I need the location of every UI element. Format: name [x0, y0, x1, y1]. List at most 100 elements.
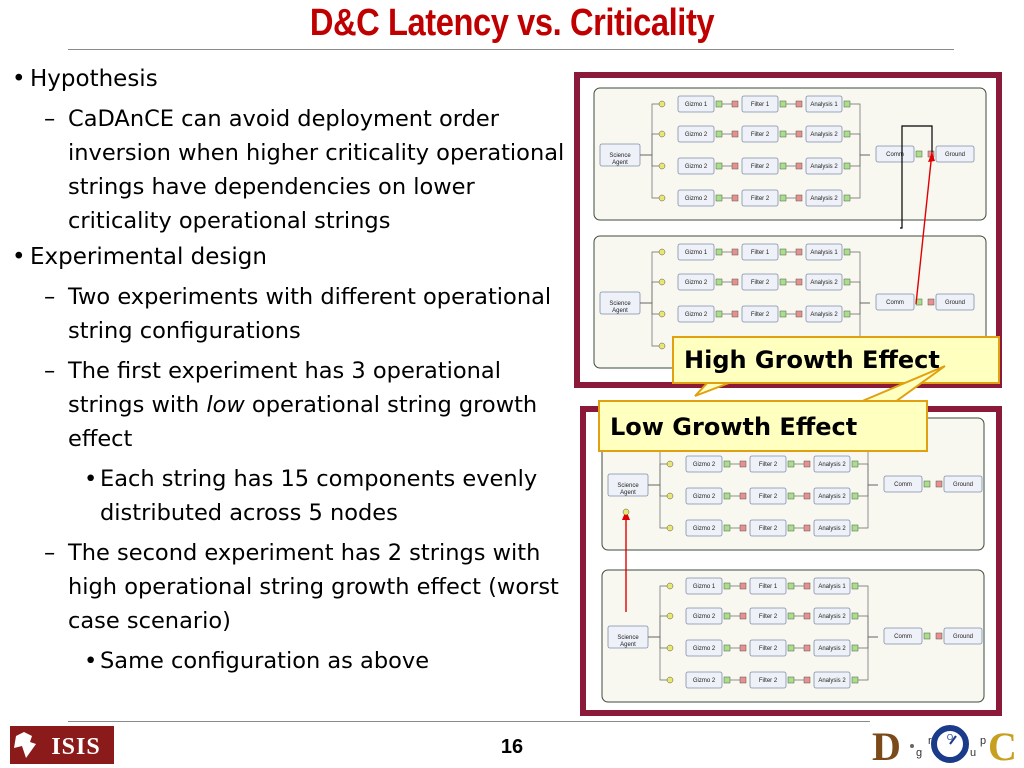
isis-logo-text: ISIS [51, 734, 100, 760]
node-label: Analysis 1 [818, 584, 846, 590]
dependency-line [900, 125, 933, 229]
node-label: Analysis 2 [810, 312, 838, 318]
bullet-marker: • [12, 244, 26, 270]
node-label: Gizmo 2 [693, 678, 716, 684]
node-label: Analysis 2 [810, 132, 838, 138]
doc-logo-letter-p: p [980, 735, 986, 747]
node-label: Analysis 2 [818, 646, 846, 652]
bullet-text: The second experiment has 2 strings with… [68, 540, 559, 634]
bullet-text: Same configuration as above [100, 648, 430, 674]
input-facet [795, 194, 803, 202]
doc-logo-letter-u: u [970, 747, 976, 759]
bullet-marker: • [84, 466, 98, 492]
component-node [741, 273, 779, 291]
component-node [805, 157, 843, 175]
bullet-marker: – [44, 540, 56, 566]
component-node [677, 273, 715, 291]
input-facet [803, 676, 811, 684]
node-label: Gizmo 2 [685, 312, 708, 318]
ground-node [935, 293, 975, 311]
title-rule [68, 49, 954, 50]
component-node [813, 639, 851, 657]
node-label: Gizmo 2 [685, 280, 708, 286]
connector [850, 154, 870, 199]
node-label: Analysis 2 [818, 462, 846, 468]
input-facet [795, 130, 803, 138]
node-label: Gizmo 2 [685, 164, 708, 170]
bullet-same-config: • Same configuration as above [12, 644, 572, 678]
node-label: Gizmo 1 [685, 102, 708, 108]
component-node [805, 243, 843, 261]
node-label: Analysis 2 [810, 280, 838, 286]
node-label: Analysis 2 [818, 526, 846, 532]
isis-logo: ISIS [10, 726, 114, 764]
connector [858, 636, 878, 681]
output-facet [915, 150, 923, 158]
comm-node [883, 627, 923, 645]
node-label: Gizmo 2 [685, 196, 708, 202]
component-node [685, 607, 723, 625]
bullet-text-emphasis: low [206, 392, 245, 418]
node-label: Filter 2 [759, 462, 778, 468]
receptacle-facet [666, 524, 674, 532]
bullet-text: CaDAnCE can avoid deployment order inver… [68, 106, 565, 234]
receptacle-facet [666, 612, 674, 620]
input-facet [731, 162, 739, 170]
node-label: Ground [945, 152, 965, 158]
output-facet [923, 480, 931, 488]
node-label: Science [617, 483, 639, 489]
receptacle-facet [658, 162, 666, 170]
component-node [741, 305, 779, 323]
input-facet [803, 460, 811, 468]
bullet-two-experiments: – Two experiments with different operati… [12, 280, 572, 348]
node-label: Comm [886, 152, 904, 158]
component-node [685, 671, 723, 689]
node-label: Analysis 2 [818, 678, 846, 684]
node-label: Science [609, 153, 631, 159]
dependency-arrow [915, 151, 933, 305]
node-label: Gizmo 2 [693, 462, 716, 468]
doc-logo-letter-d: D [872, 724, 901, 766]
node-label: Filter 2 [759, 646, 778, 652]
node-label: Filter 2 [751, 312, 770, 318]
input-facet [803, 644, 811, 652]
bullet-text: Experimental design [30, 244, 267, 270]
component-node [805, 305, 843, 323]
component-node [805, 189, 843, 207]
node-label: Analysis 2 [810, 196, 838, 202]
component-node [685, 455, 723, 473]
input-facet [935, 632, 943, 640]
component-node [677, 95, 715, 113]
receptacle-facet [658, 130, 666, 138]
receptacle-facet [658, 100, 666, 108]
slide-title: D&C Latency vs. Criticality [309, 2, 715, 44]
doc-logo-letter-r: r [928, 735, 932, 747]
bullet-marker: • [12, 66, 26, 92]
input-facet [795, 310, 803, 318]
node-label: Filter 2 [751, 280, 770, 286]
component-node [813, 519, 851, 537]
ground-node [935, 145, 975, 163]
node-label: Gizmo 2 [693, 494, 716, 500]
string-boundary [601, 569, 985, 703]
connector [640, 154, 660, 199]
component-node [749, 671, 787, 689]
node-label: Filter 2 [751, 164, 770, 170]
input-facet [739, 524, 747, 532]
component-node [685, 639, 723, 657]
node-label: Filter 2 [751, 132, 770, 138]
receptacle-facet [658, 248, 666, 256]
receptacle-facet [666, 460, 674, 468]
component-node [685, 577, 723, 595]
input-facet [795, 100, 803, 108]
component-node [741, 157, 779, 175]
node-label: Agent [612, 160, 628, 166]
node-label: Gizmo 2 [693, 614, 716, 620]
component-node [741, 125, 779, 143]
input-facet [803, 582, 811, 590]
component-node [805, 273, 843, 291]
comm-node [875, 293, 915, 311]
